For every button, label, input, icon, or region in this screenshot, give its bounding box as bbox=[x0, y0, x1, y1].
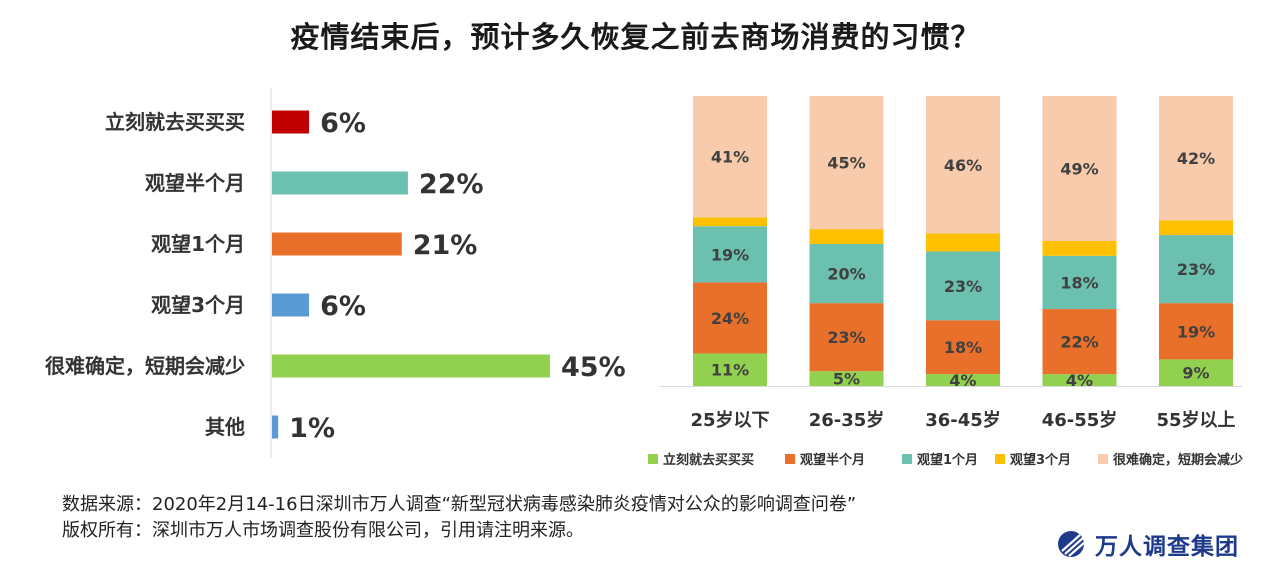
stacked-segment bbox=[926, 233, 1000, 252]
category-label: 其他 bbox=[205, 415, 245, 439]
stacked-segment bbox=[1042, 96, 1117, 241]
bar bbox=[272, 110, 310, 134]
segment-value-label: 20% bbox=[827, 265, 865, 284]
bar-value-label: 1% bbox=[289, 413, 335, 444]
stacked-segment bbox=[809, 243, 884, 304]
legend-label: 观望1个月 bbox=[917, 452, 978, 468]
x-tick-label: 26-35岁 bbox=[809, 409, 885, 431]
stacked-segment bbox=[693, 96, 767, 218]
bar bbox=[272, 232, 402, 256]
legend-label: 立刻就去买买买 bbox=[663, 452, 754, 468]
stacked-segment bbox=[926, 374, 1000, 386]
stacked-segment bbox=[693, 282, 767, 354]
segment-value-label: 9% bbox=[1182, 364, 1209, 383]
stacked-segment bbox=[1159, 235, 1233, 304]
left-horizontal-bar-chart: 立刻就去买买买 6% 观望半个月 22% 观望1个月 21% 观望3个月 6% 很难确定，短期会… bbox=[45, 88, 626, 458]
stacked-segment bbox=[1042, 241, 1117, 256]
legend-swatch bbox=[648, 454, 658, 464]
category-label: 很难确定，短期会减少 bbox=[45, 354, 245, 378]
bar bbox=[272, 293, 310, 317]
bar bbox=[272, 354, 550, 378]
bar bbox=[272, 171, 408, 195]
stacked-segment bbox=[809, 303, 884, 372]
category-label: 观望3个月 bbox=[151, 293, 245, 317]
bar-value-label: 21% bbox=[413, 230, 478, 261]
copyright-note: 版权所有：深圳市万人市场调查股份有限公司，引用请注明来源。 bbox=[62, 520, 584, 541]
right-stacked-bar-chart: 11% 24% 19% 41% 25岁以下 5% 23% 20% 45% 26-35岁 4% 18% 2… bbox=[648, 96, 1243, 468]
stacked-segment bbox=[1159, 303, 1233, 360]
x-tick-label: 36-45岁 bbox=[925, 409, 1001, 431]
segment-value-label: 23% bbox=[1177, 260, 1215, 279]
segment-value-label: 41% bbox=[711, 148, 749, 167]
stacked-segment bbox=[1159, 359, 1233, 386]
segment-value-label: 49% bbox=[1060, 160, 1098, 179]
segment-value-label: 4% bbox=[1066, 371, 1093, 390]
stacked-segment bbox=[926, 320, 1000, 375]
data-source-note: 数据来源：2020年2月14-16日深圳市万人调查“新型冠状病毒感染肺炎疫情对公… bbox=[62, 494, 857, 515]
stacked-segment bbox=[693, 353, 767, 386]
category-label: 观望1个月 bbox=[151, 232, 245, 256]
legend-label: 观望半个月 bbox=[800, 452, 865, 468]
segment-value-label: 5% bbox=[833, 370, 860, 389]
segment-value-label: 19% bbox=[1177, 322, 1215, 341]
stacked-segment bbox=[926, 96, 1000, 234]
stacked-segment bbox=[1042, 255, 1117, 310]
category-label: 立刻就去买买买 bbox=[105, 110, 245, 134]
brand: 万人调查集团 bbox=[1056, 527, 1239, 561]
bar-value-label: 6% bbox=[320, 108, 366, 139]
stacked-segment bbox=[926, 251, 1000, 321]
page-title: 疫情结束后，预计多久恢复之前去商场消费的习惯？ bbox=[290, 20, 981, 54]
x-tick-label: 46-55岁 bbox=[1042, 409, 1118, 431]
segment-value-label: 23% bbox=[944, 277, 982, 296]
segment-value-label: 42% bbox=[1177, 149, 1215, 168]
segment-value-label: 45% bbox=[827, 154, 865, 173]
stacked-segment bbox=[1042, 374, 1117, 386]
stacked-segment bbox=[809, 371, 884, 386]
legend-swatch bbox=[902, 454, 912, 464]
segment-value-label: 22% bbox=[1060, 333, 1098, 352]
x-tick-label: 25岁以下 bbox=[690, 409, 769, 431]
stacked-segment bbox=[809, 229, 884, 244]
legend-label: 观望3个月 bbox=[1010, 452, 1071, 468]
legend-swatch bbox=[1098, 454, 1108, 464]
bar-value-label: 45% bbox=[561, 352, 626, 383]
segment-value-label: 23% bbox=[827, 328, 865, 347]
bar-value-label: 6% bbox=[320, 291, 366, 322]
x-tick-label: 55岁以上 bbox=[1156, 409, 1235, 431]
segment-value-label: 18% bbox=[1060, 273, 1098, 292]
stacked-segment bbox=[693, 226, 767, 283]
category-label: 观望半个月 bbox=[145, 171, 245, 195]
globe-logo-icon bbox=[1058, 531, 1086, 557]
stacked-segment bbox=[693, 217, 767, 227]
stacked-segment bbox=[1042, 309, 1117, 375]
segment-value-label: 19% bbox=[711, 245, 749, 264]
legend-swatch bbox=[785, 454, 795, 464]
segment-value-label: 46% bbox=[944, 156, 982, 175]
segment-value-label: 4% bbox=[949, 371, 976, 390]
legend-label: 很难确定，短期会减少 bbox=[1113, 452, 1243, 468]
bar bbox=[272, 415, 279, 439]
bar-value-label: 22% bbox=[419, 169, 484, 200]
legend-swatch bbox=[995, 454, 1005, 464]
segment-value-label: 24% bbox=[711, 309, 749, 328]
brand-name: 万人调查集团 bbox=[1095, 534, 1239, 560]
stacked-segment bbox=[1159, 220, 1233, 236]
segment-value-label: 11% bbox=[711, 361, 749, 380]
stacked-segment bbox=[809, 96, 884, 230]
segment-value-label: 18% bbox=[944, 338, 982, 357]
stacked-segment bbox=[1159, 96, 1233, 221]
